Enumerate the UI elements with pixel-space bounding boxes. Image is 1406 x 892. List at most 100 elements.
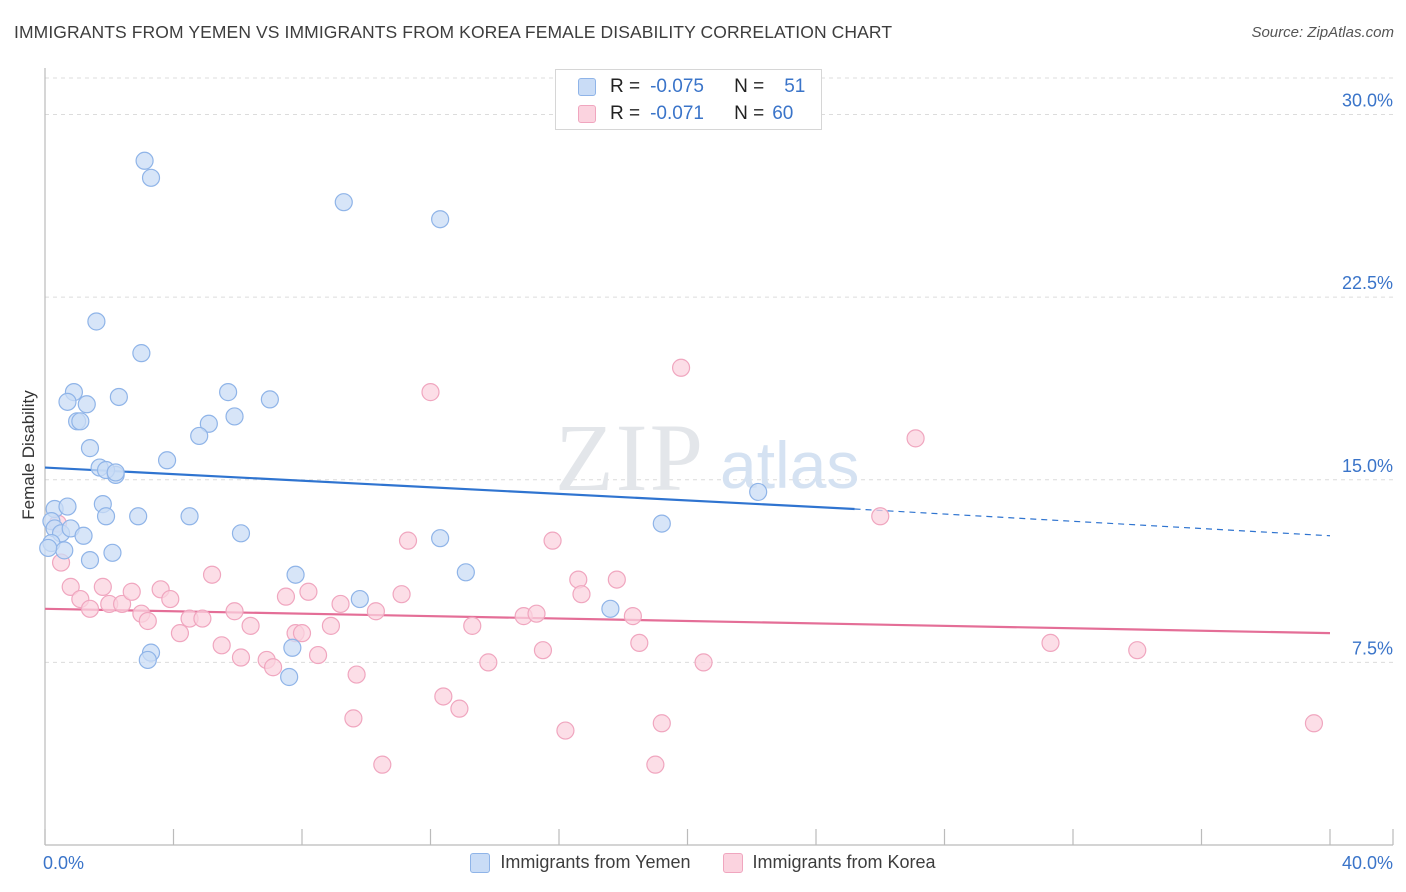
point-yemen: [80, 551, 100, 570]
point-korea: [421, 383, 440, 402]
point-korea: [392, 585, 411, 604]
watermark-zip: ZIP: [555, 404, 705, 511]
point-yemen: [350, 589, 369, 609]
stats-swatch-korea: [578, 105, 596, 123]
point-korea: [373, 755, 392, 774]
point-korea: [138, 611, 157, 631]
point-korea: [61, 577, 80, 596]
point-korea: [479, 653, 498, 672]
point-korea: [122, 582, 141, 601]
point-korea: [80, 599, 100, 618]
point-yemen: [749, 482, 768, 502]
point-yemen: [103, 543, 122, 562]
point-yemen: [58, 392, 77, 411]
point-korea: [1128, 641, 1147, 660]
y-tick-label: 7.5%: [1352, 638, 1393, 658]
point-korea: [906, 429, 925, 448]
point-yemen: [71, 412, 90, 431]
watermark-atlas: atlas: [720, 428, 859, 502]
y-axis-label: Female Disability: [19, 390, 38, 520]
point-yemen: [58, 497, 77, 516]
point-yemen: [260, 390, 279, 409]
y-tick-labels: 7.5% 15.0% 22.5% 30.0%: [1342, 91, 1393, 659]
point-yemen: [334, 193, 353, 212]
chart-title: IMMIGRANTS FROM YEMEN VS IMMIGRANTS FROM…: [14, 22, 893, 42]
stats-row-korea: R = -0.071 N = 60: [578, 102, 793, 126]
point-yemen: [219, 383, 238, 402]
x-tick-labels: 0.0% 40.0%: [43, 853, 1393, 873]
trend-line-korea: [44, 607, 1331, 635]
point-korea: [202, 565, 222, 584]
point-korea: [572, 585, 591, 604]
point-korea: [556, 721, 575, 740]
point-korea: [607, 570, 626, 589]
point-yemen: [652, 514, 671, 533]
n-value-yemen: 51: [784, 76, 806, 97]
point-yemen: [199, 414, 218, 433]
point-yemen: [190, 426, 209, 446]
legend-item-yemen[interactable]: Immigrants from Yemen: [470, 852, 691, 873]
point-korea: [450, 699, 469, 718]
point-korea: [299, 582, 318, 601]
point-korea: [398, 531, 418, 550]
point-korea: [671, 358, 691, 377]
legend-swatch-korea: [722, 852, 743, 873]
source-label: Source: ZipAtlas.com: [1251, 24, 1394, 41]
data-points: [39, 151, 1324, 774]
n-label: N =: [734, 76, 765, 97]
point-yemen: [132, 344, 151, 363]
point-yemen: [77, 395, 96, 414]
watermark: ZIP atlas: [555, 404, 859, 511]
r-value-korea: -0.071: [650, 103, 704, 124]
stats-row-yemen: R = -0.075 N = 51: [578, 75, 805, 99]
point-korea: [225, 602, 244, 621]
point-yemen: [106, 463, 125, 482]
point-yemen: [286, 565, 305, 584]
point-yemen: [280, 667, 299, 687]
x-tick-label-min: 0.0%: [43, 853, 84, 873]
y-tick-label: 15.0%: [1342, 456, 1393, 476]
point-korea: [231, 648, 251, 667]
n-label: N =: [734, 103, 765, 124]
legend: Immigrants from Yemen Immigrants from Ko…: [0, 852, 1406, 873]
point-korea: [694, 653, 713, 672]
point-yemen: [431, 210, 450, 229]
trend-line-yemen-extension: [854, 508, 1331, 537]
point-yemen: [80, 439, 100, 458]
n-value-korea: 60: [772, 103, 794, 124]
point-korea: [112, 594, 132, 614]
legend-item-korea[interactable]: Immigrants from Korea: [722, 852, 936, 873]
point-korea: [263, 658, 283, 677]
stats-swatch-yemen: [578, 78, 596, 96]
point-korea: [1304, 714, 1324, 733]
point-korea: [331, 594, 350, 614]
point-korea: [161, 589, 180, 609]
point-korea: [276, 587, 296, 606]
legend-swatch-yemen: [470, 852, 491, 873]
legend-label-korea: Immigrants from Korea: [752, 852, 936, 872]
point-yemen: [39, 538, 58, 558]
r-label: R =: [610, 76, 641, 97]
r-label: R =: [610, 103, 641, 124]
point-yemen: [225, 407, 244, 426]
legend-label-yemen: Immigrants from Yemen: [500, 852, 691, 872]
trend-lines: [44, 466, 1331, 635]
r-value-yemen: -0.075: [650, 76, 704, 97]
point-yemen: [456, 563, 475, 582]
point-yemen: [141, 168, 161, 187]
point-korea: [646, 755, 665, 774]
axes: [44, 68, 1394, 846]
y-tick-label: 30.0%: [1342, 91, 1393, 111]
point-yemen: [283, 638, 302, 657]
point-korea: [241, 616, 260, 635]
point-korea: [652, 714, 671, 733]
point-yemen: [74, 526, 93, 545]
y-tick-label: 22.5%: [1342, 273, 1393, 293]
point-yemen: [96, 507, 116, 526]
point-korea: [308, 645, 328, 665]
point-korea: [170, 624, 190, 643]
point-korea: [1041, 633, 1060, 653]
point-korea: [344, 709, 363, 728]
point-yemen: [138, 650, 157, 670]
